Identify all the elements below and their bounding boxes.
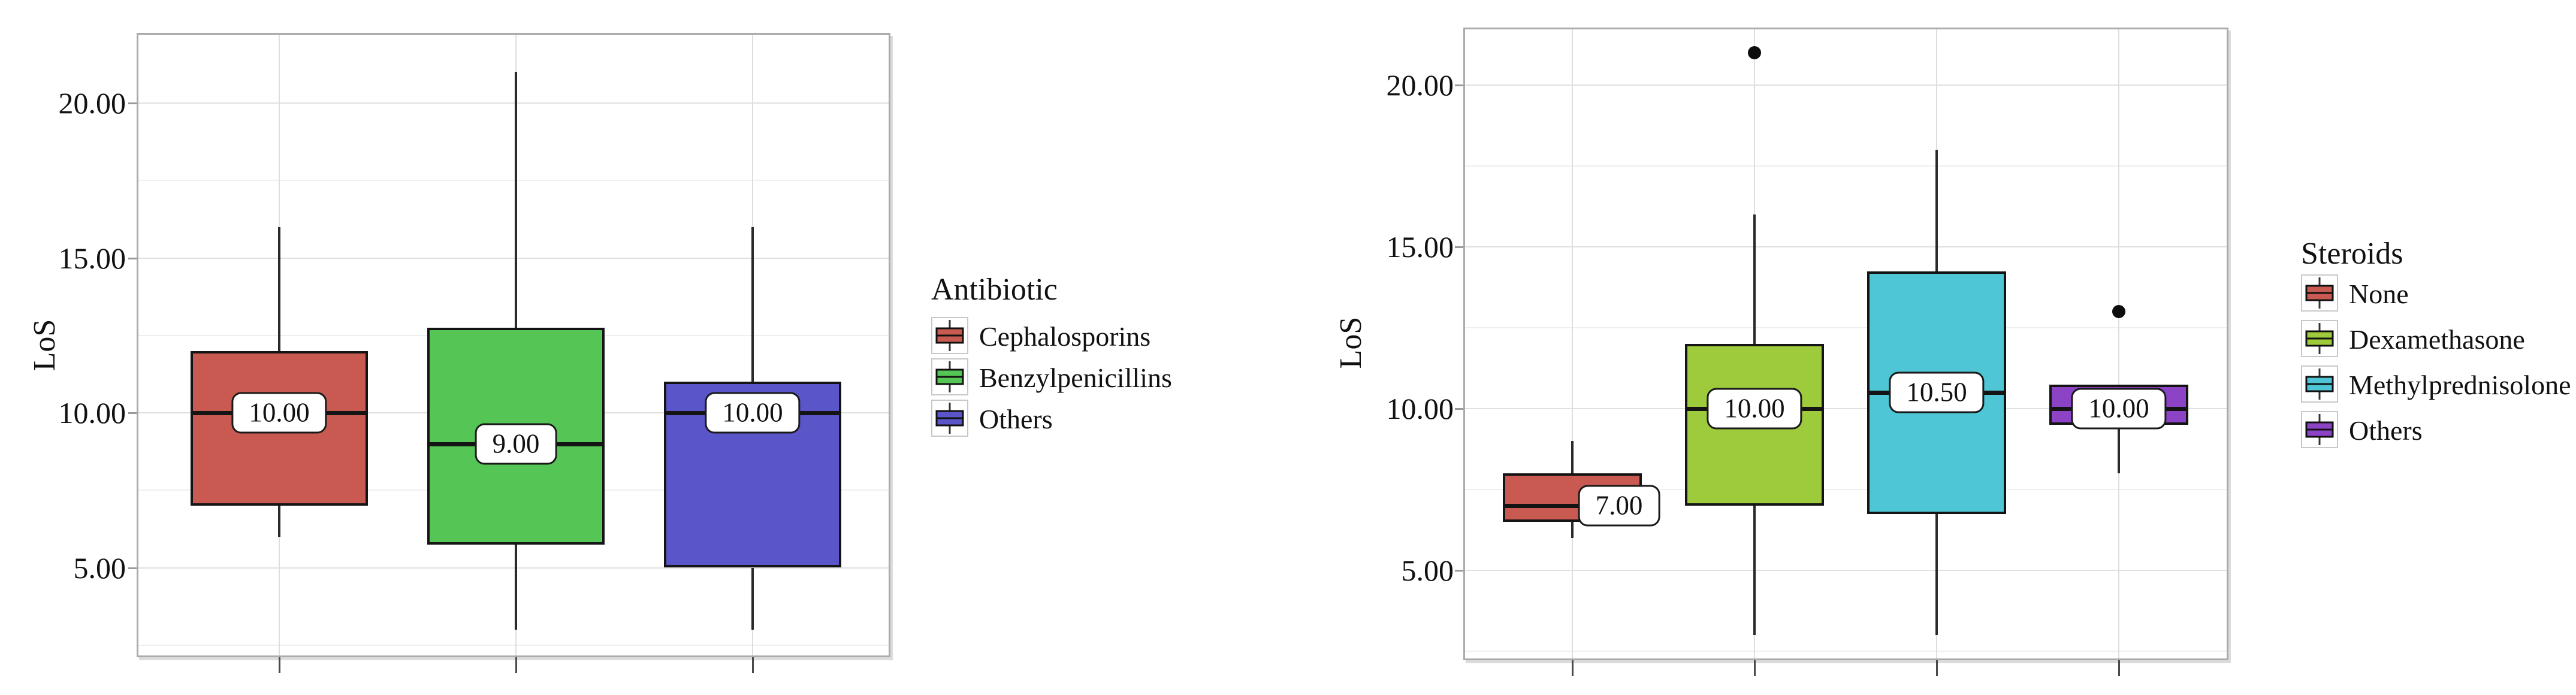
median-label-others: 10.00 <box>705 392 801 434</box>
y-axis-tick <box>1455 408 1463 410</box>
legend-swatch-others-icon <box>931 399 968 440</box>
legend-item-dexamethasone: Dexamethasone <box>2301 319 2525 360</box>
upper-whisker-cephalosporins <box>278 226 280 351</box>
y-axis-tick <box>128 567 137 569</box>
y-axis-tick-label: 5.00 <box>73 551 126 585</box>
legend-item-none: None <box>2301 274 2409 315</box>
median-label-methylprednisolone: 10.50 <box>1889 371 1985 413</box>
minor-gridline <box>1465 327 2227 328</box>
major-gridline <box>1465 246 2227 247</box>
y-axis-tick-label: 20.00 <box>1386 68 1454 102</box>
upper-whisker-methylprednisolone <box>1935 150 1938 271</box>
x-axis-tick <box>752 657 754 673</box>
y-axis-tick-label: 20.00 <box>58 86 126 120</box>
legend-swatch-others-icon <box>2301 410 2338 451</box>
legend-title-antibiotic: Antibiotic <box>931 273 1058 307</box>
upper-whisker-dexamethasone <box>1753 214 1756 344</box>
legend-swatch-dexamethasone-icon <box>2301 319 2338 360</box>
minor-gridline <box>138 180 889 182</box>
median-label-dexamethasone: 10.00 <box>1707 388 1802 430</box>
y-axis-tick <box>1455 246 1463 248</box>
y-axis-tick-label: 10.00 <box>58 396 126 430</box>
y-axis-tick <box>128 257 137 259</box>
outlier-point-dexamethasone <box>1748 46 1761 59</box>
upper-whisker-others <box>751 226 754 382</box>
legend-item-benzylpenicillins: Benzylpenicillins <box>931 358 1172 398</box>
major-gridline <box>1465 84 2227 86</box>
major-gridline <box>138 257 889 259</box>
minor-gridline <box>1465 165 2227 167</box>
lower-whisker-others <box>2118 425 2120 473</box>
y-axis-tick <box>1455 84 1463 86</box>
median-label-others: 10.00 <box>2071 388 2167 430</box>
median-label-benzylpenicillins: 9.00 <box>475 423 557 465</box>
legend-swatch-cephalosporins-icon <box>931 316 968 357</box>
legend-item-label: None <box>2349 279 2409 309</box>
major-gridline <box>1465 570 2227 571</box>
y-axis-tick <box>1455 570 1463 572</box>
y-axis-tick <box>128 412 137 414</box>
legend-item-label: Others <box>2349 415 2423 446</box>
legend-item-others: Others <box>931 399 1053 440</box>
lower-whisker-methylprednisolone <box>1935 513 1938 635</box>
x-axis-tick <box>279 657 280 673</box>
legend-item-cephalosporins: Cephalosporins <box>931 316 1151 357</box>
plot-area <box>1463 28 2228 660</box>
legend-item-label: Others <box>979 404 1053 434</box>
minor-gridline <box>1465 489 2227 490</box>
major-gridline <box>1465 408 2227 409</box>
major-gridline <box>138 567 889 569</box>
median-label-cephalosporins: 10.00 <box>231 392 327 434</box>
upper-whisker-benzylpenicillins <box>515 72 517 328</box>
category-gridline <box>2118 29 2119 658</box>
y-axis-tick-label: 15.00 <box>1386 230 1454 264</box>
median-line-none <box>1505 504 1639 508</box>
legend-swatch-benzylpenicillins-icon <box>931 358 968 398</box>
legend-item-label: Cephalosporins <box>979 321 1151 352</box>
x-axis-tick <box>1754 660 1756 676</box>
lower-whisker-others <box>751 567 754 630</box>
y-axis-title-antibiotic: LoS <box>28 319 62 371</box>
x-axis-tick <box>515 657 517 673</box>
y-axis-tick-label: 10.00 <box>1386 392 1454 425</box>
upper-whisker-none <box>1571 441 1574 473</box>
outlier-point-others <box>2112 305 2125 318</box>
minor-gridline <box>138 644 889 646</box>
legend-swatch-none-icon <box>2301 274 2338 315</box>
major-gridline <box>138 102 889 104</box>
legend-title-steroids: Steroids <box>2301 237 2403 271</box>
category-gridline <box>1572 29 1573 658</box>
y-axis-tick <box>128 102 137 104</box>
lower-whisker-cephalosporins <box>278 506 280 537</box>
x-axis-tick <box>1572 660 1574 676</box>
lower-whisker-benzylpenicillins <box>515 544 517 630</box>
legend-item-methylprednisolone: Methylprednisolone <box>2301 365 2571 406</box>
lower-whisker-none <box>1571 522 1574 538</box>
minor-gridline <box>1465 651 2227 652</box>
lower-whisker-dexamethasone <box>1753 506 1756 635</box>
legend-item-label: Methylprednisolone <box>2349 370 2571 400</box>
legend-swatch-methylprednisolone-icon <box>2301 365 2338 406</box>
x-axis-tick <box>2118 660 2120 676</box>
y-axis-title-steroids: LoS <box>1334 316 1368 369</box>
x-axis-tick <box>1936 660 1938 676</box>
legend-item-label: Dexamethasone <box>2349 324 2525 355</box>
median-label-none: 7.00 <box>1578 485 1660 527</box>
legend-item-label: Benzylpenicillins <box>979 362 1172 393</box>
legend-item-others: Others <box>2301 410 2423 451</box>
y-axis-tick-label: 5.00 <box>1401 554 1454 587</box>
y-axis-tick-label: 15.00 <box>58 241 126 275</box>
